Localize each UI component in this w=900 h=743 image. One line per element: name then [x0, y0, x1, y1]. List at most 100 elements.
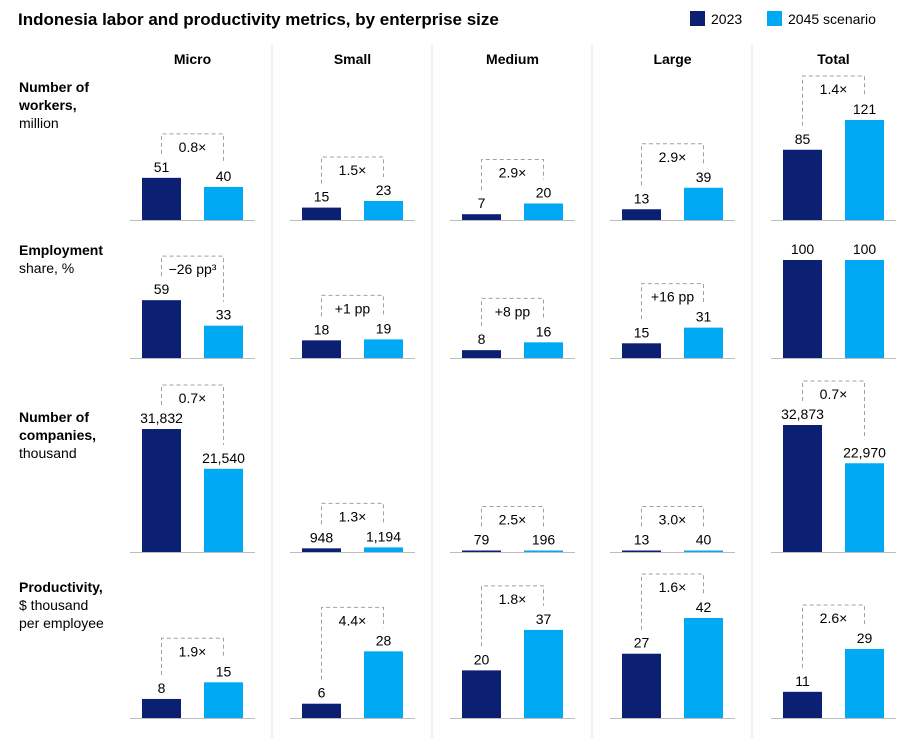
data-label-2045: 40 — [216, 168, 232, 184]
legend-label-2023: 2023 — [711, 11, 742, 27]
bar-2023-micro — [142, 300, 181, 358]
bar-2045-micro — [204, 186, 243, 220]
legend-label-2045: 2045 scenario — [788, 11, 876, 27]
chart-title: Indonesia labor and productivity metrics… — [18, 10, 499, 29]
change-label: 1.8× — [499, 591, 527, 607]
bar-2045-large — [684, 550, 723, 552]
column-header-total: Total — [817, 51, 849, 67]
data-label-2023: 948 — [310, 529, 334, 545]
data-label-2023: 18 — [314, 321, 330, 337]
data-label-2023: 8 — [158, 680, 166, 696]
change-label: 1.6× — [659, 579, 687, 595]
data-label-2023: 8 — [478, 331, 486, 347]
change-label: +8 pp — [495, 303, 531, 319]
change-bracket — [641, 506, 704, 527]
change-bracket — [641, 143, 704, 186]
bar-2023-medium — [462, 670, 501, 718]
data-label-2045: 33 — [216, 307, 232, 323]
change-bracket — [481, 297, 544, 327]
bar-2045-total — [845, 463, 884, 552]
change-label: +16 pp — [651, 289, 694, 305]
change-bracket — [161, 133, 224, 163]
bar-2045-small — [364, 651, 403, 718]
change-label: 2.9× — [499, 164, 527, 180]
change-bracket — [802, 380, 865, 440]
bar-2023-medium — [462, 214, 501, 220]
change-bracket — [321, 606, 384, 680]
bar-2045-large — [684, 187, 723, 220]
change-bracket — [481, 585, 544, 647]
bar-2045-large — [684, 327, 723, 358]
data-label-2023: 31,832 — [140, 410, 183, 426]
data-label-2023: 13 — [634, 532, 650, 548]
change-bracket — [321, 294, 384, 317]
row-label-line: million — [19, 115, 59, 131]
column-header-medium: Medium — [486, 51, 539, 67]
change-bracket — [161, 384, 224, 445]
change-label: 0.7× — [820, 386, 848, 402]
data-label-2045: 1,194 — [366, 528, 401, 544]
change-bracket — [161, 637, 224, 675]
change-label: 2.5× — [499, 512, 527, 528]
data-label-2045: 40 — [696, 532, 712, 548]
data-label-2023: 15 — [314, 189, 330, 205]
bar-2045-micro — [204, 325, 243, 358]
legend-swatch-2023 — [690, 11, 705, 26]
bar-2023-medium — [462, 550, 501, 552]
row-label-line: workers, — [18, 97, 77, 113]
change-label: +1 pp — [335, 300, 371, 316]
data-label-2023: 85 — [795, 131, 811, 147]
data-label-2045: 22,970 — [843, 444, 886, 460]
bar-2023-micro — [142, 177, 181, 220]
bar-2023-small — [302, 548, 341, 552]
data-label-2045: 21,540 — [202, 450, 245, 466]
data-label-2045: 29 — [857, 630, 873, 646]
row-label-line: share, % — [19, 260, 74, 276]
change-label: 2.9× — [659, 149, 687, 165]
row-label-line: $ thousand — [19, 597, 88, 613]
change-label: 1.3× — [339, 508, 367, 524]
data-label-2045: 37 — [536, 611, 552, 627]
data-label-2045: 19 — [376, 320, 392, 336]
bar-2045-medium — [524, 342, 563, 358]
bar-2045-medium — [524, 629, 563, 718]
data-label-2045: 42 — [696, 599, 712, 615]
bar-2045-small — [364, 200, 403, 220]
data-label-2023: 11 — [795, 673, 810, 689]
bar-2045-micro — [204, 468, 243, 552]
bar-2045-medium — [524, 550, 563, 552]
bar-2023-micro — [142, 698, 181, 718]
row-label-line: Employment — [19, 242, 103, 258]
change-label: 3.0× — [659, 512, 687, 528]
bar-2045-large — [684, 618, 723, 718]
data-label-2045: 16 — [536, 323, 552, 339]
change-label: −26 pp³ — [169, 261, 217, 277]
bar-2023-large — [622, 209, 661, 220]
data-label-2023: 6 — [318, 685, 326, 701]
column-header-small: Small — [334, 51, 371, 67]
bar-2023-large — [622, 343, 661, 358]
row-label-line: Number of — [19, 79, 89, 95]
data-label-2023: 59 — [154, 281, 170, 297]
data-label-2045: 23 — [376, 182, 392, 198]
change-bracket — [481, 506, 544, 527]
change-bracket — [802, 604, 865, 668]
change-label: 0.7× — [179, 390, 207, 406]
change-bracket — [481, 158, 544, 191]
row-label-line: thousand — [19, 445, 77, 461]
row-label-line: Number of — [19, 409, 89, 425]
bar-2023-total — [783, 425, 822, 552]
data-label-2045: 20 — [536, 184, 552, 200]
change-bracket — [321, 156, 384, 184]
change-label: 1.9× — [179, 643, 207, 659]
change-label: 0.8× — [179, 139, 207, 155]
row-label-line: companies, — [19, 427, 96, 443]
bar-2023-micro — [142, 429, 181, 552]
legend-swatch-2045 — [767, 11, 782, 26]
column-header-large: Large — [653, 51, 691, 67]
data-label-2023: 32,873 — [781, 406, 824, 422]
bar-2023-small — [302, 340, 341, 358]
change-bracket — [802, 75, 865, 126]
data-label-2045: 121 — [853, 101, 877, 117]
data-label-2023: 100 — [791, 241, 815, 257]
